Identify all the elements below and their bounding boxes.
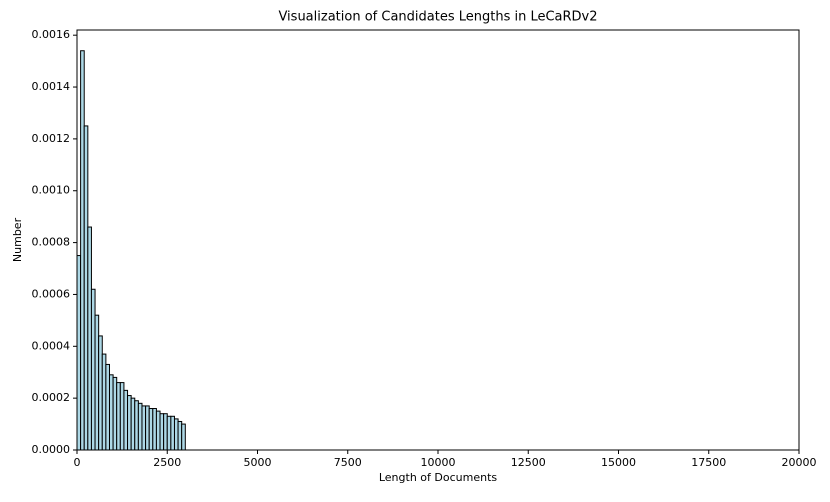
bar xyxy=(170,415,175,451)
bar xyxy=(90,288,96,451)
x-tick-label: 17500 xyxy=(691,456,726,469)
y-axis-label: Number xyxy=(11,217,24,262)
y-tick-label: 0.0010 xyxy=(32,184,71,197)
bar xyxy=(101,353,107,451)
bar xyxy=(181,423,186,451)
bar xyxy=(163,413,168,451)
bar xyxy=(108,374,114,451)
bar xyxy=(148,408,154,451)
bar xyxy=(83,125,89,451)
bar xyxy=(137,402,143,451)
y-tick-label: 0.0004 xyxy=(32,339,71,352)
bar xyxy=(145,405,150,451)
bar xyxy=(127,395,132,451)
bar xyxy=(98,335,103,451)
chart-title: Visualization of Candidates Lengths in L… xyxy=(278,10,597,25)
x-axis-label: Length of Documents xyxy=(379,471,498,484)
x-tick-label: 15000 xyxy=(601,456,636,469)
bar xyxy=(116,382,121,451)
bar xyxy=(166,415,172,451)
plot-frame xyxy=(76,29,800,451)
bar xyxy=(112,376,118,451)
x-tick-label: 0 xyxy=(74,456,81,469)
bar xyxy=(155,410,161,451)
x-tick-label: 12500 xyxy=(511,456,546,469)
y-tick-label: 0.0006 xyxy=(32,287,71,300)
y-tick-label: 0.0014 xyxy=(32,80,71,93)
bar xyxy=(177,420,183,451)
bar xyxy=(80,50,85,451)
bar xyxy=(130,397,136,451)
bar xyxy=(134,400,139,451)
bar xyxy=(119,382,125,451)
bar xyxy=(76,255,82,451)
x-tick-label: 2500 xyxy=(153,456,181,469)
bar xyxy=(123,389,129,451)
bar xyxy=(173,418,179,451)
bar xyxy=(105,363,110,451)
bar xyxy=(159,413,165,451)
y-tick-label: 0.0016 xyxy=(32,28,71,41)
bar xyxy=(152,408,157,451)
y-tick-label: 0.0008 xyxy=(32,236,71,249)
y-tick-label: 0.0012 xyxy=(32,132,71,145)
bar xyxy=(87,226,92,451)
x-tick-label: 10000 xyxy=(421,456,456,469)
y-tick-label: 0.0002 xyxy=(32,391,71,404)
x-tick-label: 5000 xyxy=(244,456,272,469)
bar xyxy=(141,405,147,451)
y-tick-label: 0.0000 xyxy=(32,443,71,456)
bar xyxy=(94,314,100,451)
x-tick-label: 20000 xyxy=(782,456,817,469)
x-tick-label: 7500 xyxy=(334,456,362,469)
